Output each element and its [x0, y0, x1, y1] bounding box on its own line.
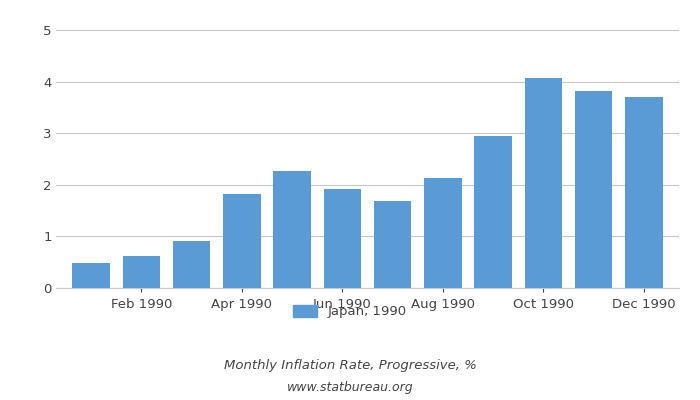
Bar [374, 202, 412, 288]
Bar [72, 263, 110, 288]
Bar [575, 91, 612, 288]
Bar [625, 97, 663, 288]
Bar [424, 178, 462, 288]
Bar [223, 194, 260, 288]
Bar [273, 171, 311, 288]
Bar [122, 256, 160, 288]
Text: Monthly Inflation Rate, Progressive, %: Monthly Inflation Rate, Progressive, % [223, 360, 477, 372]
Bar [323, 188, 361, 288]
Bar [173, 240, 211, 288]
Bar [524, 78, 562, 288]
Bar [475, 136, 512, 288]
Text: www.statbureau.org: www.statbureau.org [287, 382, 413, 394]
Legend: Japan, 1990: Japan, 1990 [288, 300, 412, 324]
